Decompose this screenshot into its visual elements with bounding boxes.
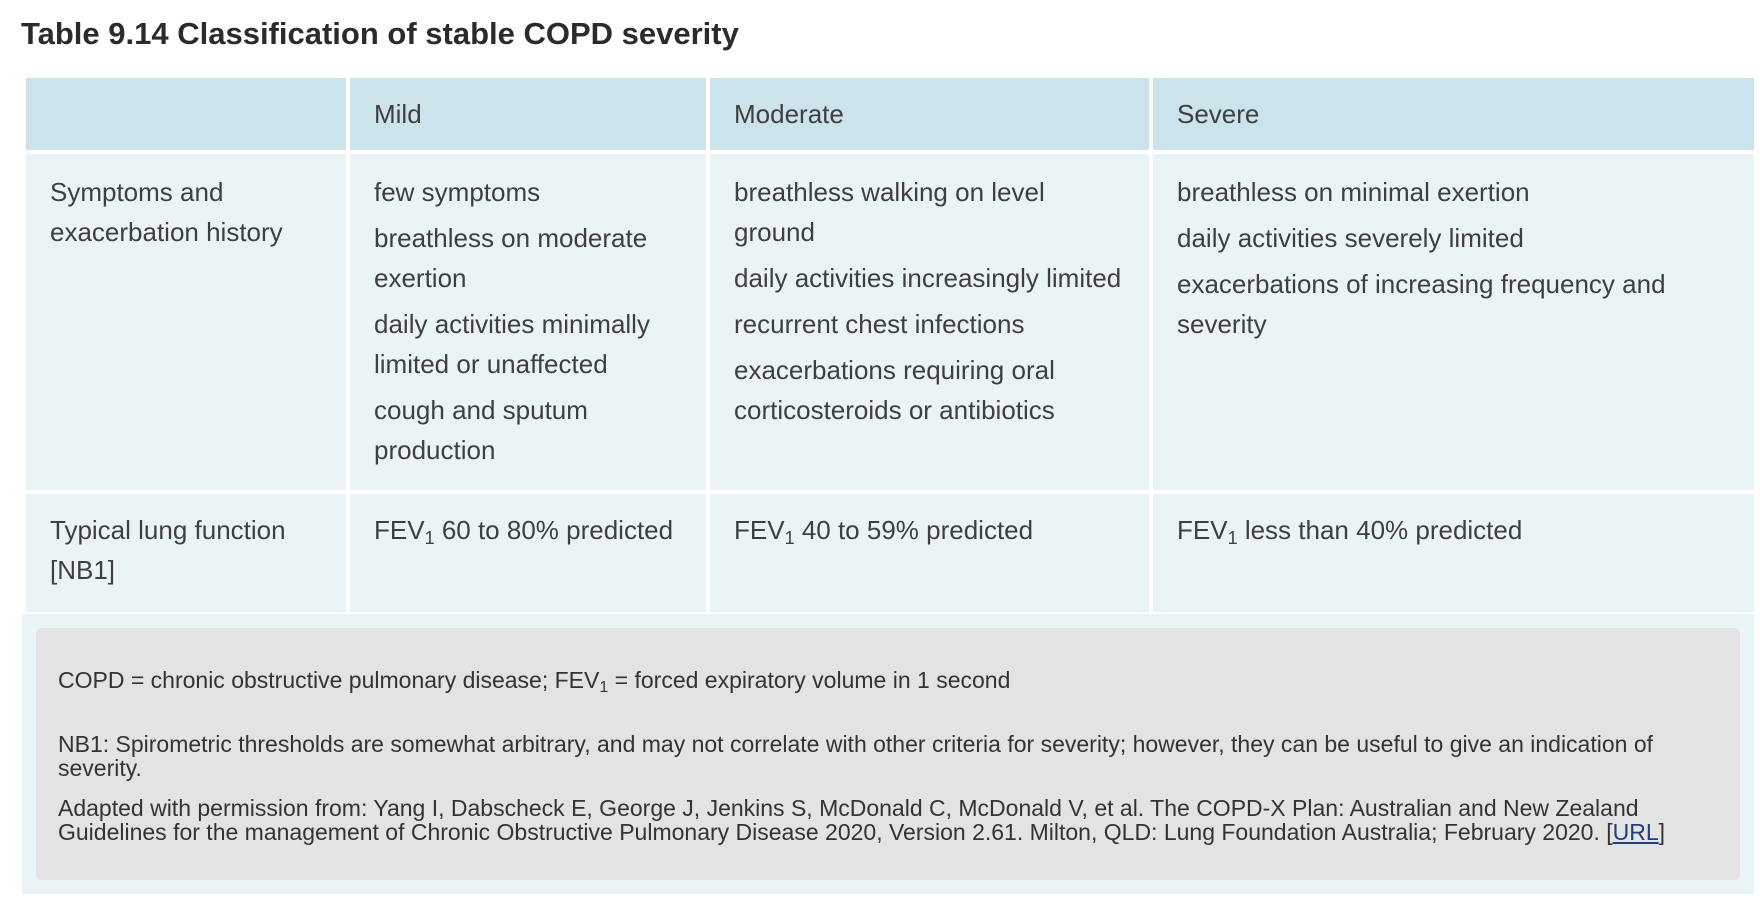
source-text: Adapted with permission from: Yang I, Da… [58, 795, 1639, 845]
list-item: breathless on minimal exertion [1177, 177, 1530, 207]
cell-moderate-symptoms: breathless walking on level ground daily… [706, 150, 1153, 494]
header-severe: Severe [1149, 74, 1758, 154]
list-item: daily activities severely limited [1177, 223, 1524, 253]
nb1-note: NB1: Spirometric thresholds are somewhat… [58, 731, 1653, 781]
table-row-lung-function: Typical lung function [NB1] FEV1 60 to 8… [22, 490, 1758, 616]
header-moderate: Moderate [706, 74, 1153, 154]
cell-severe-symptoms: breathless on minimal exertion daily act… [1149, 150, 1758, 494]
header-mild: Mild [346, 74, 710, 154]
footnotes-region: COPD = chronic obstructive pulmonary dis… [22, 614, 1754, 894]
fev-subscript: 1 [599, 679, 609, 696]
cell-mild-symptoms: few symptoms breathless on moderate exer… [346, 150, 710, 494]
table-row-symptoms: Symptoms and exacerbation history few sy… [22, 150, 1758, 494]
fev-severe-value: less than 40% predicted [1237, 515, 1523, 545]
cell-severe-fev: FEV1 less than 40% predicted [1149, 490, 1758, 616]
abbrev-text-end: = forced expiratory volume in 1 second [608, 667, 1011, 693]
list-item: daily activities minimally limited or un… [374, 309, 650, 379]
fev-mild-value: 60 to 80% predicted [434, 515, 674, 545]
severity-table: Mild Moderate Severe Symptoms and exacer… [22, 74, 1758, 616]
list-item: recurrent chest infections [734, 309, 1025, 339]
row-label-lung-function: Typical lung function [NB1] [22, 490, 350, 616]
fev-label: FEV [374, 515, 425, 545]
fev-label: FEV [734, 515, 785, 545]
fev-moderate-value: 40 to 59% predicted [794, 515, 1034, 545]
url-link[interactable]: URL [1612, 819, 1659, 845]
row-label-symptoms: Symptoms and exacerbation history [22, 150, 350, 494]
list-item: breathless walking on level ground [734, 177, 1045, 247]
list-item: exacerbations of increasing frequency an… [1177, 269, 1666, 339]
list-item: exacerbations requiring oral corticoster… [734, 355, 1055, 425]
source-bracket: ] [1658, 819, 1666, 845]
header-blank [22, 74, 350, 154]
header-row: Mild Moderate Severe [22, 74, 1758, 154]
footnotes-box: COPD = chronic obstructive pulmonary dis… [36, 628, 1740, 880]
table-title: Table 9.14 Classification of stable COPD… [21, 16, 739, 51]
fev-label: FEV [1177, 515, 1228, 545]
abbrev-text: COPD = chronic obstructive pulmonary dis… [58, 667, 600, 693]
abbreviations-note: COPD = chronic obstructive pulmonary dis… [58, 667, 1690, 696]
list-item: breathless on moderate exertion [374, 223, 648, 293]
cell-moderate-fev: FEV1 40 to 59% predicted [706, 490, 1153, 616]
fev-subscript: 1 [424, 528, 435, 548]
cell-mild-fev: FEV1 60 to 80% predicted [346, 490, 710, 616]
fev-subscript: 1 [784, 528, 795, 548]
fev-subscript: 1 [1227, 528, 1238, 548]
list-item: daily activities increasingly limited [734, 263, 1122, 293]
list-item: cough and sputum production [374, 395, 588, 465]
source-note: Adapted with permission from: Yang I, Da… [58, 796, 1690, 844]
list-item: few symptoms [374, 177, 541, 207]
